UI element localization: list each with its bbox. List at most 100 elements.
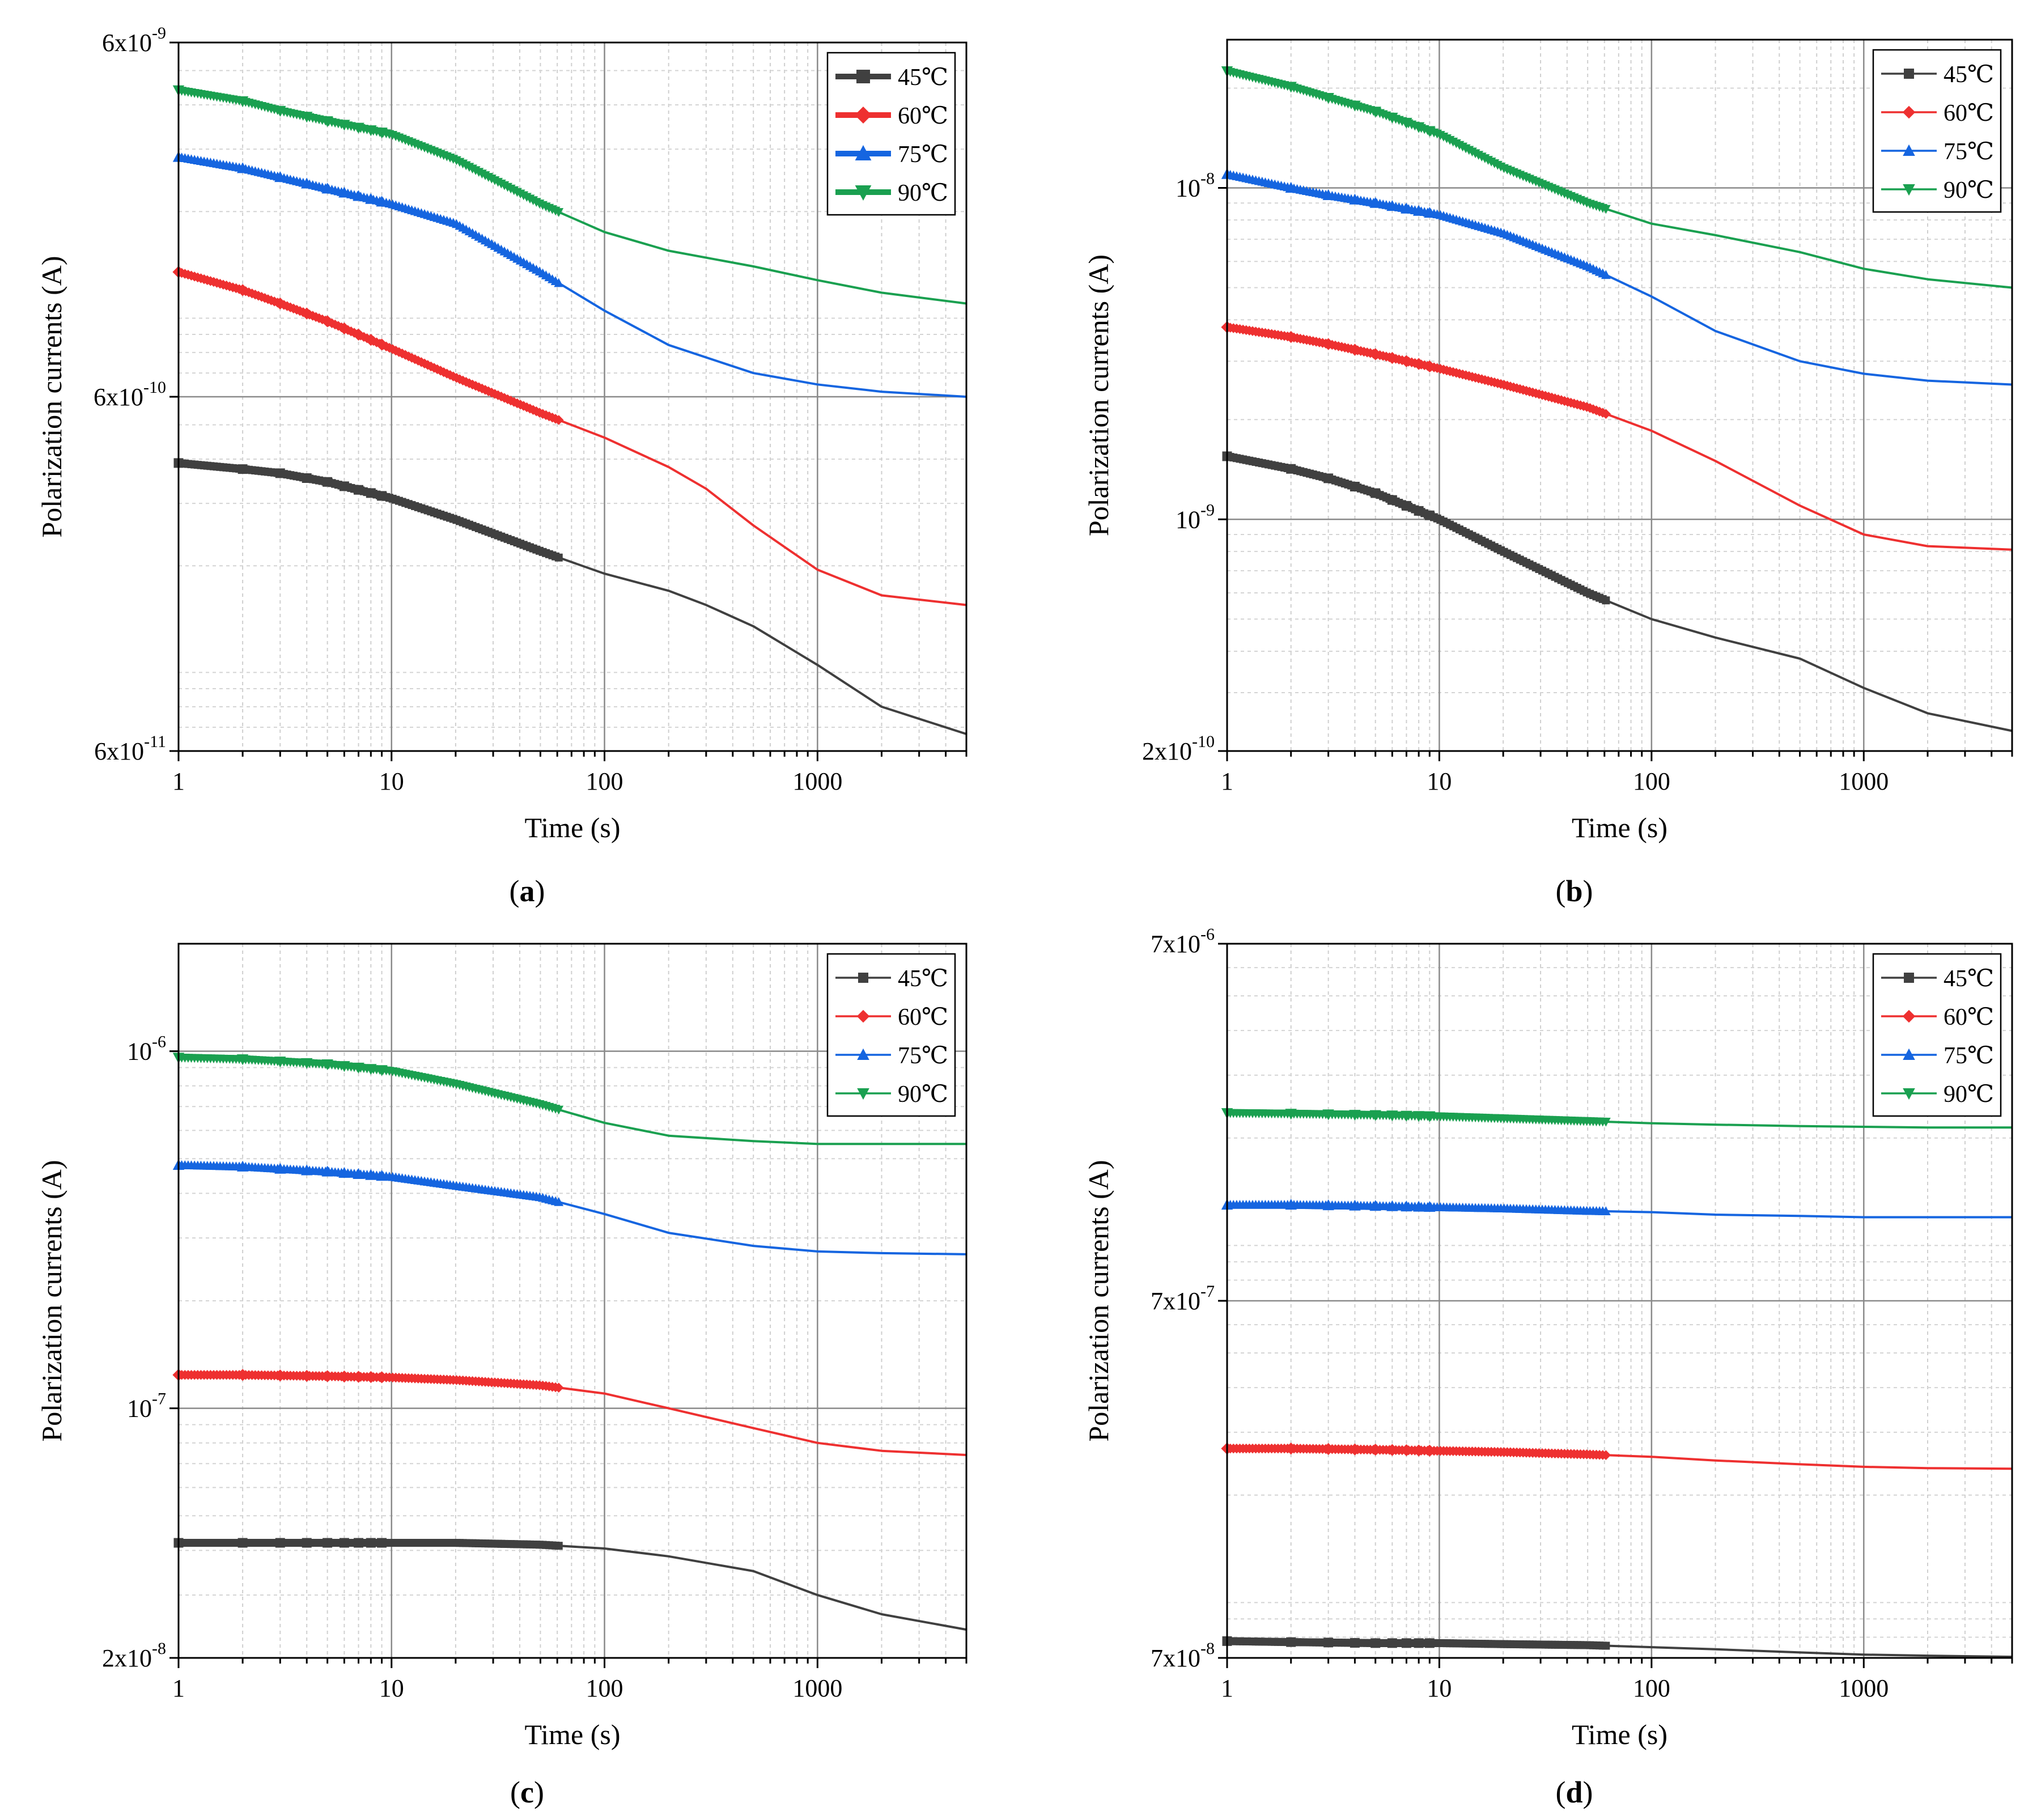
legend-label: 90℃: [898, 180, 948, 206]
y-tick-exponent: -11: [144, 732, 166, 751]
data-point: [1401, 1200, 1412, 1212]
data-point: [554, 208, 564, 217]
series-60℃: [1221, 321, 2013, 551]
data-point: [1349, 1110, 1361, 1121]
y-tick-exponent: -10: [143, 378, 166, 397]
plot-frame: [177, 943, 968, 1659]
y-tick-mantissa: 7x10: [1151, 1644, 1200, 1672]
panel-label: (d): [1555, 1775, 1593, 1809]
panel-label-open: (: [510, 1775, 520, 1809]
data-point: [301, 1058, 313, 1069]
legend-label: 60℃: [1944, 1004, 1994, 1030]
series-45℃: [1222, 451, 2013, 732]
data-point: [1601, 270, 1611, 279]
legend-swatch-marker: [855, 107, 872, 124]
legend-label: 75℃: [898, 1043, 948, 1069]
y-tick-mantissa: 6x10: [102, 29, 152, 57]
legend-item: 75℃: [1881, 1043, 1994, 1069]
y-tick-exponent: -7: [152, 1390, 166, 1409]
data-point: [1322, 1199, 1334, 1211]
x-axis: 1 10 100 1000: [1221, 1658, 2013, 1702]
legend: 45℃ 60℃ 75℃ 90℃: [826, 953, 956, 1117]
series-group: [1221, 1108, 2013, 1658]
legend-item: 60℃: [1881, 100, 1994, 126]
y-tick-label: 2x10-8: [102, 1639, 166, 1672]
y-tick-exponent: -8: [1200, 169, 1215, 188]
data-point: [1369, 1444, 1382, 1456]
series-90℃: [172, 1053, 966, 1146]
y-tick-label: 10-9: [1176, 500, 1215, 533]
legend-label: 45℃: [1944, 62, 1994, 88]
y-tick-exponent: -9: [1200, 500, 1215, 519]
series-75℃: [1221, 1199, 2012, 1219]
data-point: [321, 1059, 333, 1071]
data-point: [275, 1538, 285, 1548]
x-axis-title: Time (s): [1572, 812, 1667, 843]
data-point: [375, 1371, 388, 1384]
data-point: [1423, 1444, 1436, 1457]
series-group: [1221, 66, 2013, 732]
y-tick-label: 10-7: [127, 1390, 166, 1423]
legend-item: 45℃: [835, 65, 948, 91]
legend-label: 75℃: [898, 142, 948, 168]
y-tick-label: 6x10-9: [102, 24, 166, 57]
legend-label: 60℃: [898, 1004, 948, 1030]
legend-item: 60℃: [1881, 1004, 1994, 1030]
x-tick-label: 10: [1427, 767, 1452, 795]
series-group: [172, 85, 967, 735]
y-axis-title: Polarization currents (A): [1083, 1160, 1114, 1441]
data-point: [236, 162, 249, 173]
data-point: [1369, 1200, 1381, 1211]
data-point: [274, 171, 286, 183]
panel-label: (a): [510, 874, 545, 908]
y-tick-label: 6x10-11: [94, 732, 166, 765]
y-tick-mantissa: 2x10: [1142, 737, 1192, 765]
legend-box: [826, 52, 956, 216]
data-point: [236, 1054, 249, 1066]
data-point: [1369, 197, 1381, 208]
data-point: [1386, 200, 1398, 211]
legend-swatch-marker: [1903, 144, 1915, 156]
data-point: [237, 464, 248, 474]
data-point: [554, 415, 564, 425]
legend-item: 90℃: [1881, 1081, 1994, 1108]
data-point: [1386, 351, 1398, 364]
x-tick-label: 1000: [792, 767, 842, 795]
data-point: [554, 278, 564, 287]
data-point: [1350, 482, 1360, 492]
data-point: [1424, 207, 1436, 218]
panel-label-open: (: [1555, 874, 1565, 908]
x-tick-label: 10: [1427, 1674, 1452, 1702]
legend-box: [1872, 953, 2002, 1117]
data-point: [1400, 355, 1413, 367]
legend-swatch-marker: [858, 973, 868, 983]
data-point: [354, 485, 364, 495]
x-axis-title: Time (s): [1572, 1719, 1667, 1750]
data-point: [1323, 1637, 1334, 1648]
y-tick-mantissa: 6x10: [94, 737, 144, 765]
legend-swatch-marker: [856, 1009, 870, 1023]
data-point: [1401, 1110, 1412, 1122]
data-point: [352, 328, 365, 341]
y-tick-exponent: -8: [152, 1639, 166, 1658]
series-60℃: [172, 1369, 967, 1456]
data-point: [274, 1057, 286, 1068]
data-point: [353, 190, 364, 201]
data-point: [375, 338, 388, 351]
data-point: [1414, 1638, 1424, 1648]
x-tick-label: 10: [379, 767, 404, 795]
y-tick-exponent: -6: [1200, 925, 1215, 944]
legend-label: 60℃: [898, 103, 948, 129]
data-point: [1285, 1443, 1297, 1455]
data-point: [338, 1061, 350, 1072]
legend-label: 45℃: [898, 65, 948, 91]
data-point: [1412, 358, 1425, 370]
data-point: [338, 120, 350, 131]
x-axis: 1 10 100 1000: [172, 751, 968, 795]
data-point: [352, 1371, 365, 1383]
legend-item: 45℃: [1881, 966, 1994, 992]
data-point: [1349, 1199, 1361, 1211]
